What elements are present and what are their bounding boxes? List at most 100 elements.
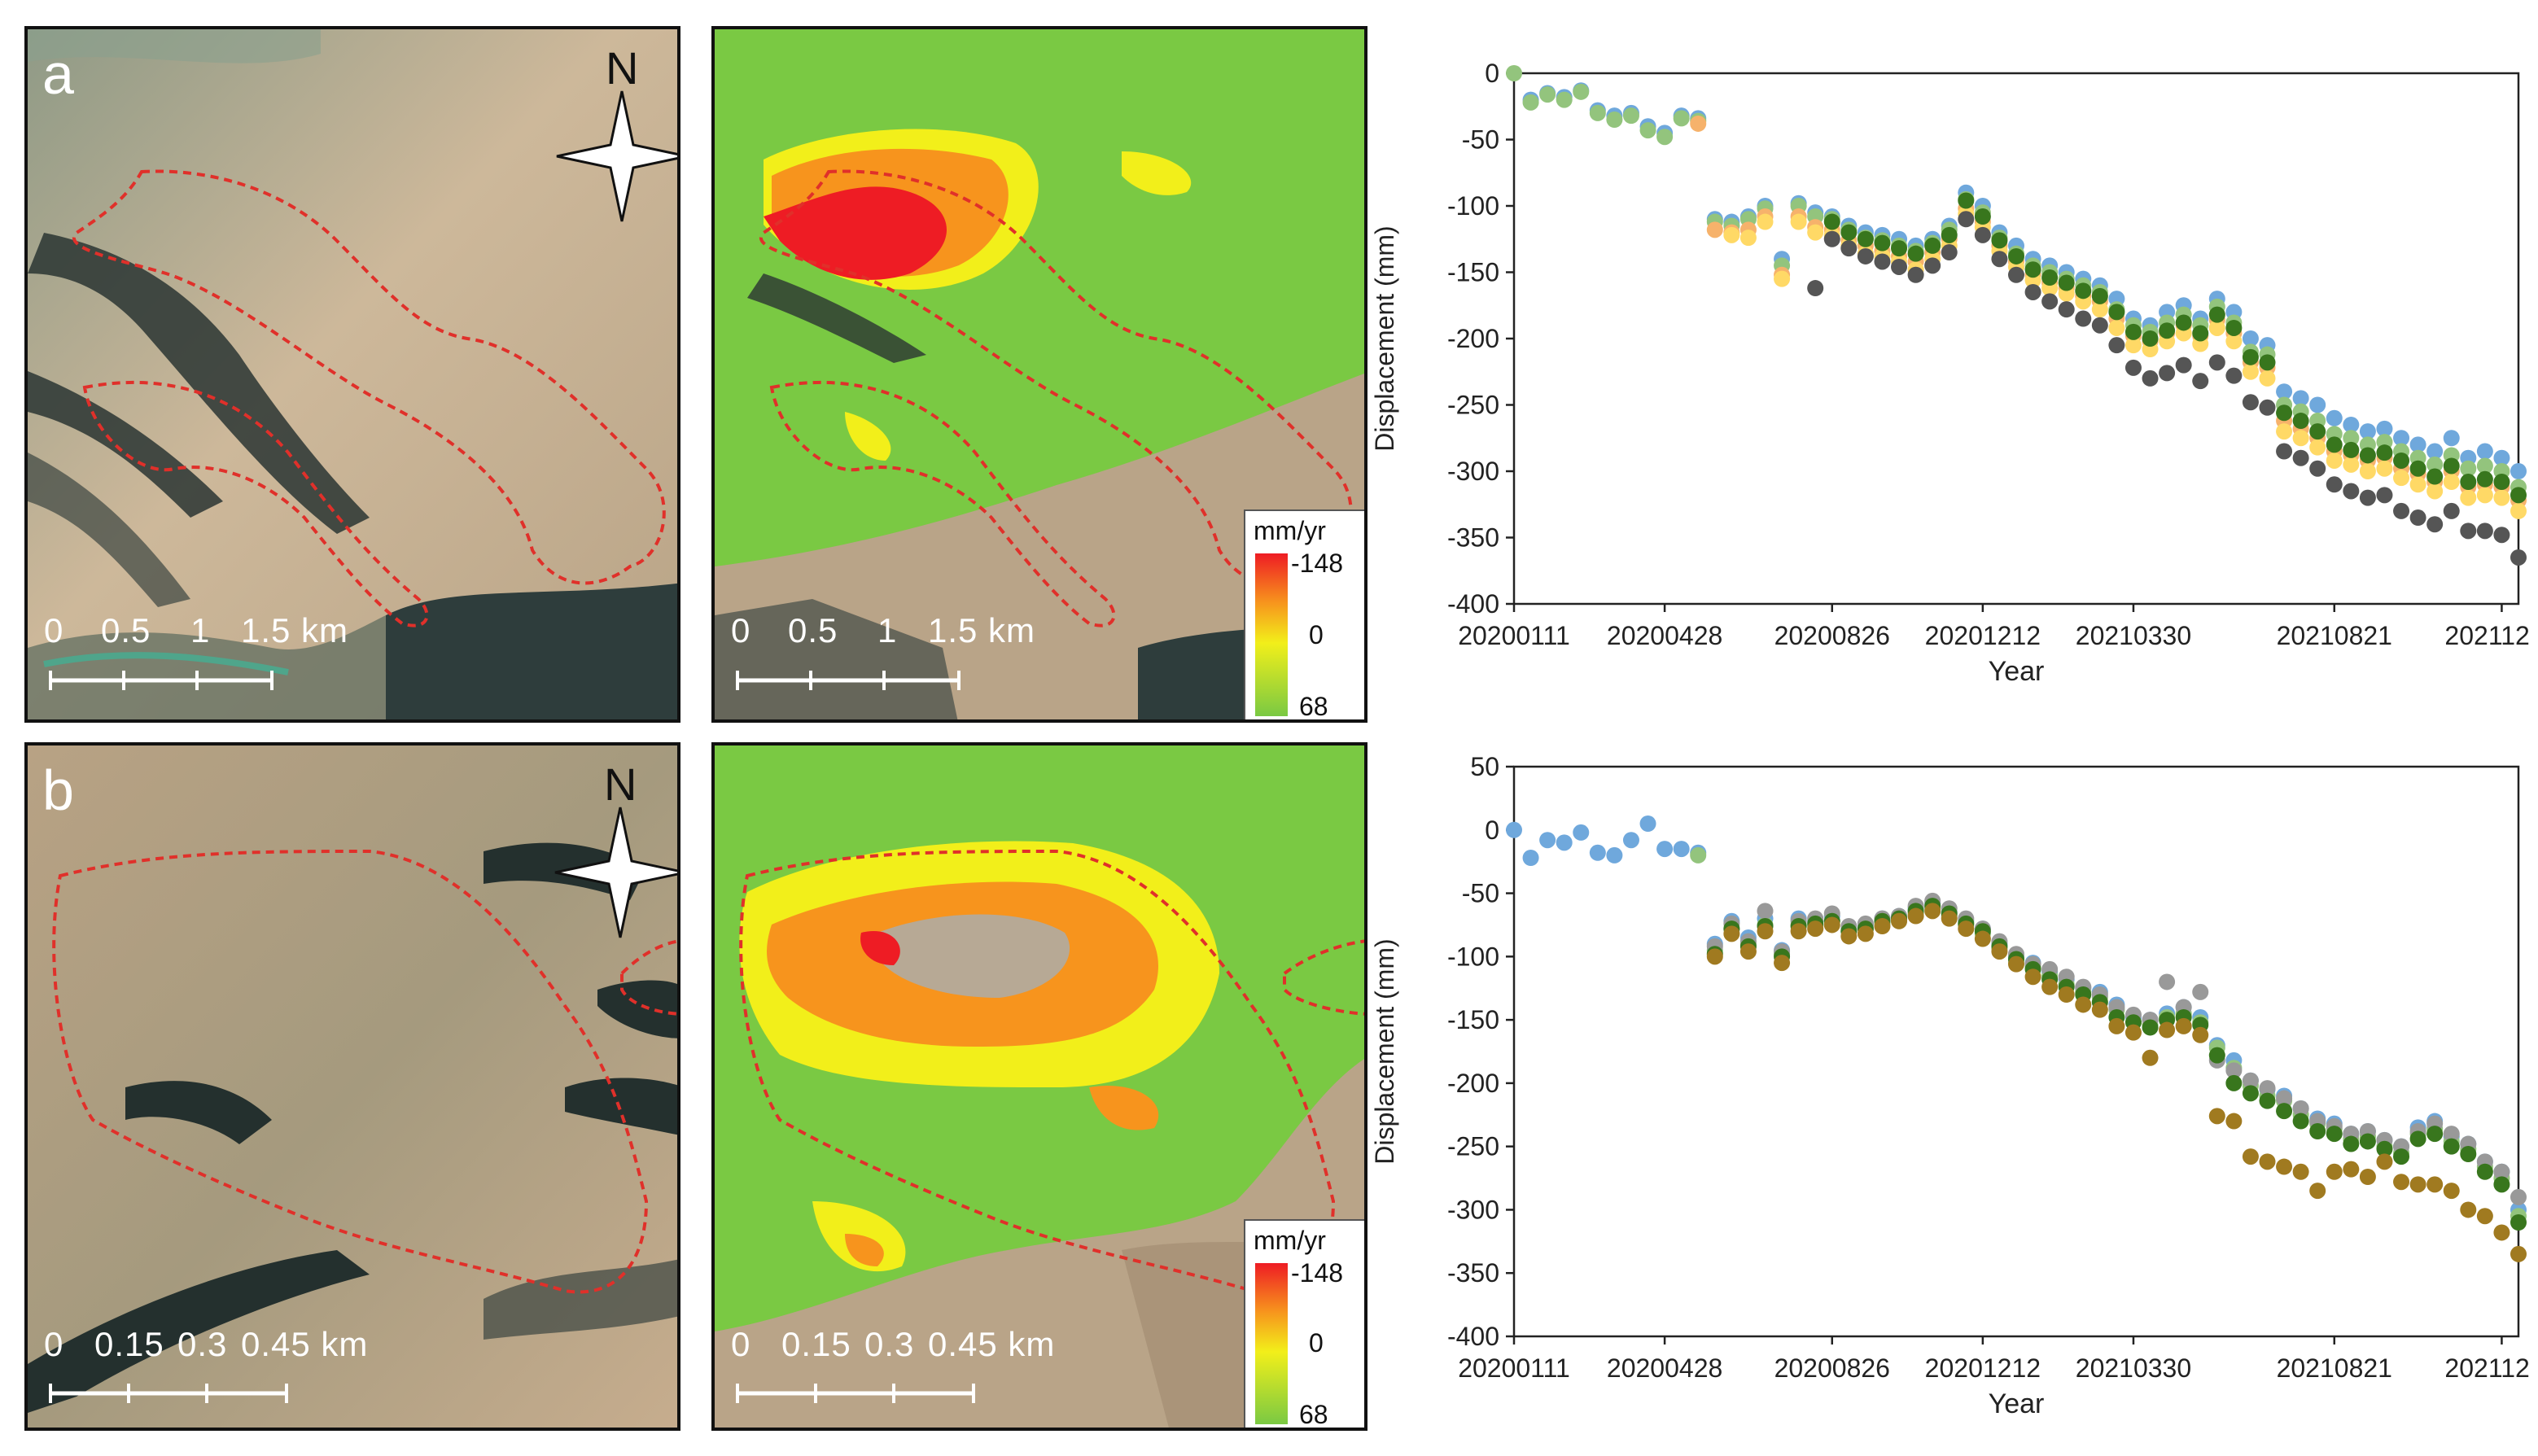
chart-a-xlabel: Year [1989,656,2045,687]
chart-b-ytick-label: -50 [1462,879,1499,908]
chart-a-point [2225,367,2243,384]
chart-b-point [2008,955,2024,973]
chart-a-ytick-label: -50 [1462,125,1499,155]
legend-mid-b: 0 [1309,1328,1324,1358]
chart-a-point [2041,293,2059,310]
chart-a-point [2208,354,2225,371]
chart-a-point [2091,317,2108,334]
chart-b-point [2326,1126,2343,1143]
chart-a-point [2292,390,2309,407]
chart-a-point [1606,111,1623,129]
chart-b-point [1622,832,1639,849]
chart-b-point [1924,903,1941,920]
chart-b-point [2443,1126,2460,1143]
chart-b-xtick-label: 20201212 [1925,1353,2041,1383]
chart-b-point [2309,1123,2326,1139]
scale-bar-a [49,671,273,690]
chart-b-point [2376,1153,2393,1170]
displacement-chart-a: 0 -50 -100 -150 -200 -250 -300 -350 -40020200111… [1370,59,2531,687]
chart-b-point [2242,1085,2259,1102]
chart-a-point [2393,452,2410,469]
chart-b-point [2091,1001,2108,1018]
chart-a-point [2426,443,2444,460]
chart-b-point [2276,1103,2293,1120]
chart-a-point [1941,244,1958,261]
scale-label-b-3: 0.45 km [241,1325,369,1363]
chart-a-ytick-label: -400 [1447,589,1499,619]
chart-a-point [2175,356,2192,374]
chart-b-point [2510,1245,2527,1262]
chart-a-point [2091,287,2108,304]
chart-a-point [2242,348,2259,365]
chart-a-point [2476,522,2493,540]
chart-b-xtick-label: 20210821 [2277,1353,2392,1383]
chart-a-point [1539,86,1556,103]
chart-a-xtick-label: 20210330 [2076,621,2191,650]
chart-b-point [2175,1017,2192,1034]
chart-a-point [2225,333,2243,350]
scale-label-a-3: 1.5 km [241,611,349,649]
chart-a-point [2443,502,2460,519]
chart-b-plot-area [1512,765,2520,1338]
chart-a-point [2343,416,2360,433]
chart-a-point [2343,456,2360,473]
chart-b-point [2208,1108,2225,1125]
chart-b-xlabel: Year [1989,1388,2045,1419]
legend-top-b: -148 [1291,1258,1344,1288]
chart-a-point [2443,474,2460,491]
chart-a-point [2276,383,2293,400]
chart-a-point [2359,489,2376,506]
chart-a-point [1974,226,1991,243]
velocity-legend-b: mm/yr -148 0 68 [1244,1219,1364,1429]
chart-b-point [2225,1074,2243,1091]
chart-a-point [1891,240,1908,257]
chart-a-point [2192,325,2209,342]
chart-a-point [2493,527,2510,544]
chart-b-point [1506,821,1522,838]
chart-a-xtick-label: 20200826 [1774,621,1890,650]
chart-a-point [2108,337,2125,354]
chart-b-point [2208,1047,2225,1064]
chart-b-point [2510,1214,2527,1231]
chart-a-point [2242,394,2259,411]
chart-a-point [1774,270,1791,287]
legend-unit-a: mm/yr [1254,516,1326,545]
chart-b-point [1673,841,1690,858]
chart-a-point [1857,230,1874,247]
chart-a-point [2259,369,2276,387]
scale-label-a-0: 0 [44,611,64,649]
landslide-boundary-a-def [759,169,1353,585]
chart-a-point [2443,430,2460,447]
chart-a-point [1924,237,1941,254]
chart-a-point [2376,460,2393,477]
chart-b-point [2409,1130,2426,1148]
chart-a-point [2393,430,2410,447]
legend-top-a: -148 [1291,549,1344,578]
chart-b-point [1790,923,1807,940]
scale-label-b-def-2: 0.3 [864,1325,915,1363]
chart-a-point [1874,253,1891,270]
chart-b-point [2292,1163,2309,1180]
chart-a-point [1573,83,1590,100]
chart-a-point [2510,463,2527,479]
map-b-satellite: b N 0 0.15 0.3 0.45 km [24,742,680,1431]
legend-bottom-a: 68 [1299,692,1328,721]
chart-a-point [1506,65,1522,81]
chart-b-point [1774,955,1791,972]
chart-a-point [2058,301,2075,318]
chart-a-point [2075,310,2092,327]
chart-a-xtick-label: 20210821 [2277,621,2392,650]
chart-b-point [2443,1138,2460,1155]
chart-a-point [2476,470,2493,488]
chart-b-point [2142,1049,2159,1066]
chart-a-point [2460,460,2477,477]
chart-b-point [2159,1021,2176,1038]
chart-b-point [2510,1188,2527,1205]
legend-bottom-b: 68 [1299,1400,1328,1429]
chart-a-point [1823,230,1840,247]
chart-a-point [2510,549,2527,566]
chart-a-point [1857,247,1874,265]
chart-b-ytick-label: 0 [1485,815,1499,845]
chart-b-point [2159,973,2176,990]
chart-b-xtick-label: 20200826 [1774,1353,1890,1383]
